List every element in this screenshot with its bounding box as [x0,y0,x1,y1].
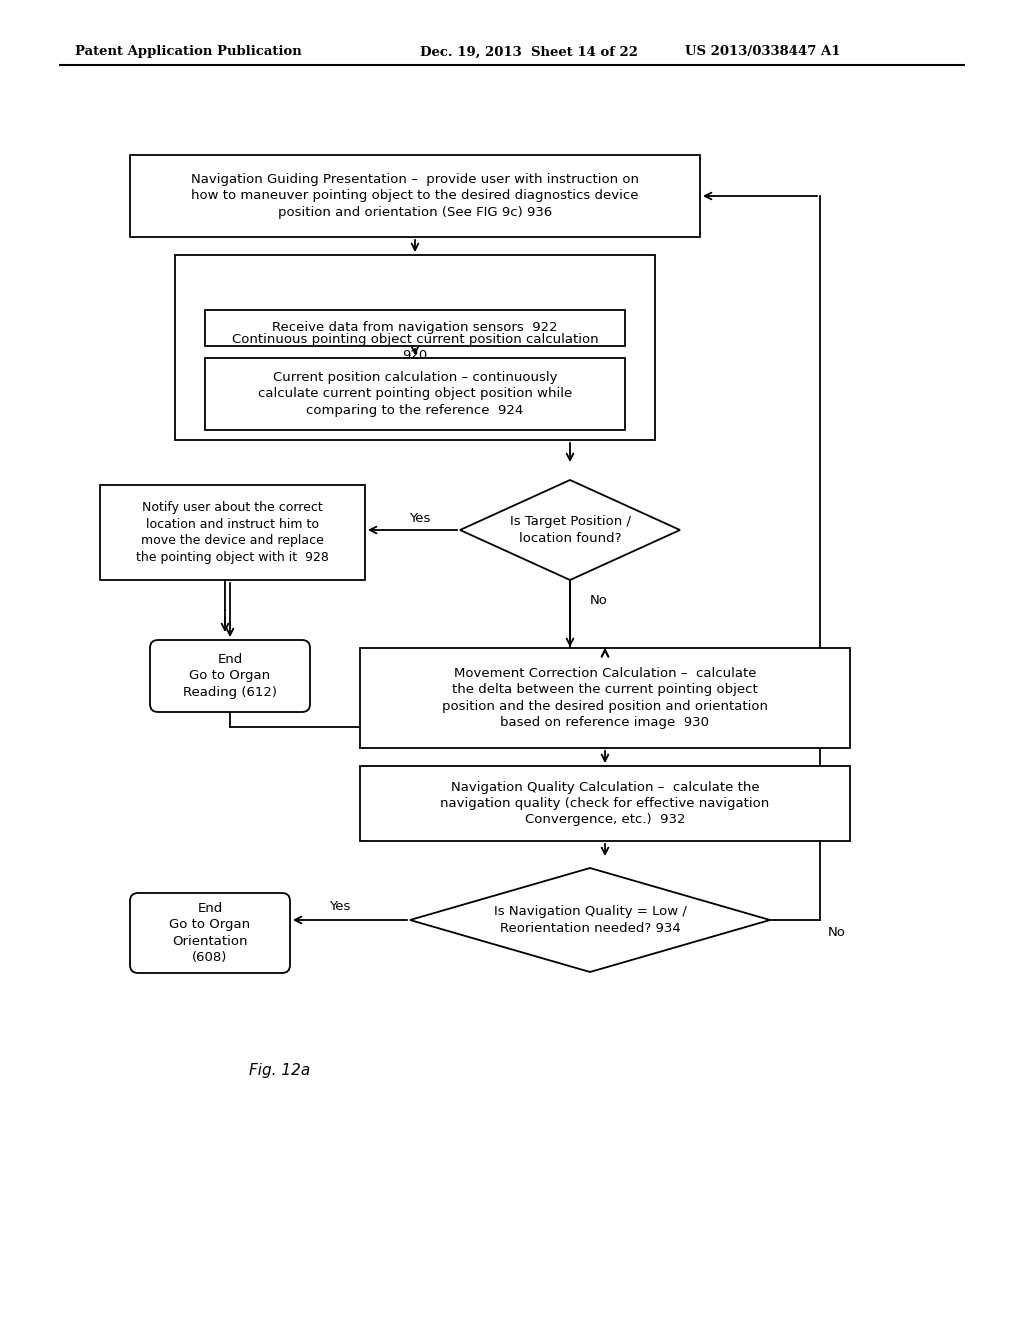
Bar [130,154,700,238]
Text: End
Go to Organ
Orientation
(608): End Go to Organ Orientation (608) [169,902,251,964]
Text: Yes: Yes [410,511,431,524]
Bar [205,358,625,430]
Polygon shape [460,480,680,579]
Bar [360,766,850,841]
Text: Notify user about the correct
location and instruct him to
move the device and r: Notify user about the correct location a… [136,502,329,564]
Text: US 2013/0338447 A1: US 2013/0338447 A1 [685,45,841,58]
Bar [360,648,850,748]
Text: Is Navigation Quality = Low /
Reorientation needed? 934: Is Navigation Quality = Low / Reorientat… [494,906,686,935]
Text: Movement Correction Calculation –  calculate
the delta between the current point: Movement Correction Calculation – calcul… [442,667,768,729]
Bar [100,484,365,579]
Text: Fig. 12a: Fig. 12a [250,1063,310,1077]
Text: No: No [828,925,846,939]
Text: Continuous pointing object current position calculation
920: Continuous pointing object current posit… [231,333,598,362]
Bar [205,310,625,346]
Text: Yes: Yes [330,900,350,913]
Text: Patent Application Publication: Patent Application Publication [75,45,302,58]
Polygon shape [410,869,770,972]
FancyBboxPatch shape [150,640,310,711]
Text: Current position calculation – continuously
calculate current pointing object po: Current position calculation – continuou… [258,371,572,417]
Bar [175,255,655,440]
Text: Is Target Position /
location found?: Is Target Position / location found? [510,515,631,545]
Text: End
Go to Organ
Reading (612): End Go to Organ Reading (612) [183,653,278,700]
Text: Dec. 19, 2013  Sheet 14 of 22: Dec. 19, 2013 Sheet 14 of 22 [420,45,638,58]
FancyBboxPatch shape [130,894,290,973]
Text: No: No [590,594,608,606]
Text: Receive data from navigation sensors  922: Receive data from navigation sensors 922 [272,322,558,334]
Text: Navigation Guiding Presentation –  provide user with instruction on
how to maneu: Navigation Guiding Presentation – provid… [191,173,639,219]
Text: Navigation Quality Calculation –  calculate the
navigation quality (check for ef: Navigation Quality Calculation – calcula… [440,780,770,826]
